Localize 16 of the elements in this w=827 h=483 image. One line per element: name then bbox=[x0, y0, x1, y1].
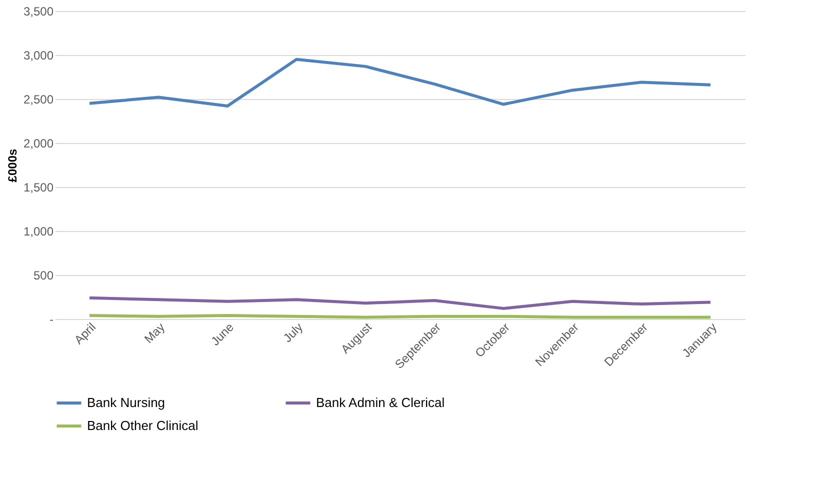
line-series bbox=[88, 58, 712, 108]
legend-label: Bank Other Clinical bbox=[87, 418, 198, 433]
y-axis-title: £000s bbox=[5, 148, 20, 182]
y-tick-label: 2,500 bbox=[23, 92, 54, 106]
y-tick-label: 1,500 bbox=[23, 180, 54, 194]
y-tick-label: 1,000 bbox=[23, 224, 54, 238]
y-tick-label: 500 bbox=[33, 268, 54, 282]
y-tick-label: 2,000 bbox=[23, 136, 54, 150]
line-series bbox=[88, 296, 712, 310]
x-tick-label: July bbox=[280, 320, 306, 346]
x-tick-label: May bbox=[142, 320, 168, 346]
y-tick-label: - bbox=[50, 312, 54, 326]
legend-label: Bank Admin & Clerical bbox=[316, 395, 445, 410]
y-tick-label: 3,500 bbox=[23, 4, 54, 18]
y-tick-label: 3,000 bbox=[23, 48, 54, 62]
legend-label: Bank Nursing bbox=[87, 395, 166, 410]
